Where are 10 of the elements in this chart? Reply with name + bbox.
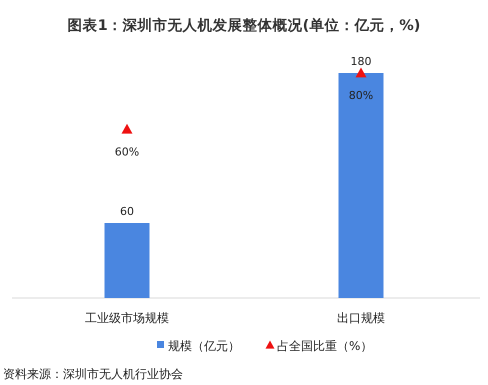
legend-label: 占全国比重（%） <box>277 339 372 353</box>
x-tick-label: 出口规模 <box>337 311 385 325</box>
data-label: 60% <box>114 145 140 158</box>
legend-label: 规模（亿元） <box>168 339 240 353</box>
data-label: 80% <box>348 89 374 102</box>
chart-title: 图表1：深圳市无人机发展整体概况(单位：亿元，%) <box>68 16 420 34</box>
x-tick-label: 工业级市场规模 <box>85 311 169 325</box>
data-label: 180 <box>350 55 372 68</box>
data-label: 60 <box>120 205 134 218</box>
text: 资料来源：深圳市无人机行业协会 <box>3 367 183 381</box>
